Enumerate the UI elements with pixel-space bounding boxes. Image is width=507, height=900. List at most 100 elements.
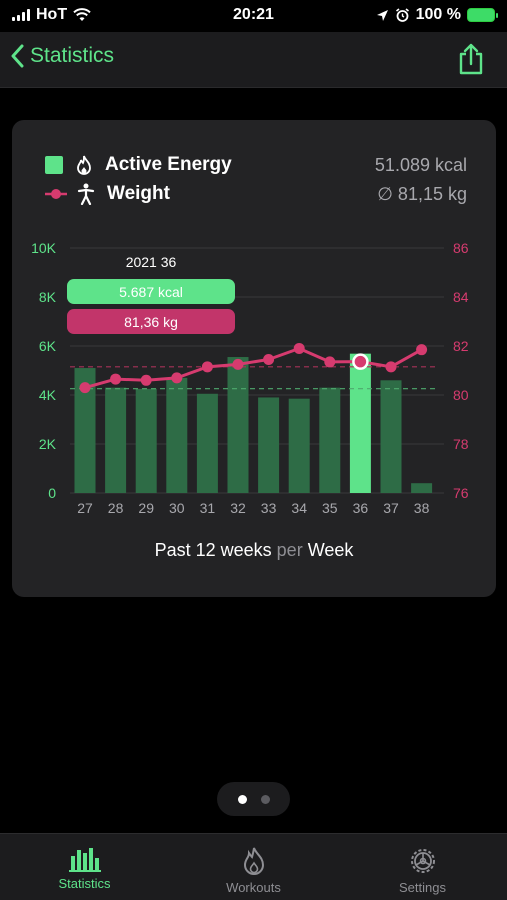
weight-point <box>416 344 428 356</box>
signal-icon <box>12 9 30 21</box>
legend-energy: Active Energy 51.089 kcal <box>45 153 467 177</box>
bar <box>411 483 433 493</box>
share-button[interactable] <box>457 42 485 81</box>
x-tick-label: 29 <box>138 500 154 516</box>
tooltip-header: 2021 36 <box>126 254 177 270</box>
left-tick-label: 6K <box>39 338 57 354</box>
page-indicator <box>217 782 290 816</box>
statistics-card: Active Energy 51.089 kcal Weight ∅ 81,15… <box>12 120 496 597</box>
battery-percent: 100 % <box>415 6 461 23</box>
flame-icon <box>73 154 95 176</box>
chart[interactable]: 0 2K 4K 6K 8K 10K 76 78 80 82 84 86 27 28 29 30 31 32 33 34… <box>12 120 496 530</box>
gear-icon <box>410 849 435 873</box>
chevron-left-icon <box>11 44 24 68</box>
left-tick-label: 4K <box>39 387 57 403</box>
tooltip-weight-pill <box>67 309 235 334</box>
weight-point <box>79 382 91 394</box>
tab-settings[interactable]: Settings <box>338 834 507 900</box>
weight-point <box>232 358 244 370</box>
range-label: Past 12 weeks <box>154 540 272 560</box>
page-dot-2[interactable] <box>260 794 270 804</box>
back-button[interactable]: Statistics <box>10 44 114 68</box>
location-icon <box>376 9 388 21</box>
tab-bar: Statistics Workouts Settings <box>0 833 507 900</box>
unit-label: Week <box>307 540 354 560</box>
weight-point-selected <box>352 353 369 370</box>
left-tick-label: 10K <box>31 240 57 256</box>
nav-bar: Statistics <box>0 32 507 88</box>
weight-point <box>263 353 275 365</box>
chart-footer: Past 12 weeks per Week <box>12 540 496 561</box>
x-tick-label: 27 <box>77 500 93 516</box>
bar <box>258 397 280 493</box>
bar <box>288 398 310 493</box>
tab-settings-label: Settings <box>399 880 446 895</box>
bar <box>196 393 218 493</box>
right-tick-label: 80 <box>453 387 469 403</box>
right-tick-label: 84 <box>453 289 469 305</box>
bar <box>380 380 402 493</box>
x-tick-label: 36 <box>353 500 369 516</box>
bar-selected <box>349 353 371 493</box>
bar-chart-icon <box>68 848 101 872</box>
bar <box>105 387 127 493</box>
x-tick-label: 38 <box>414 500 430 516</box>
battery-icon <box>467 8 498 22</box>
weight-point <box>171 372 183 384</box>
bar <box>319 387 341 493</box>
x-tick-label: 32 <box>230 500 246 516</box>
x-tick-label: 31 <box>200 500 216 516</box>
back-label: Statistics <box>30 44 115 67</box>
status-left: HoT <box>12 6 91 24</box>
energy-total: 51.089 kcal <box>374 154 467 175</box>
person-icon <box>75 183 97 205</box>
tooltip-energy-value: 5.687 kcal <box>119 284 183 300</box>
x-tick-label: 34 <box>291 500 307 516</box>
tooltip-weight-value: 81,36 kg <box>124 314 178 330</box>
status-time: 20:21 <box>233 6 274 23</box>
right-tick-label: 86 <box>453 240 469 256</box>
weight-point <box>385 361 397 373</box>
weight-line <box>84 346 423 390</box>
weight-average: ∅ 81,15 kg <box>377 183 467 204</box>
legend-weight: Weight ∅ 81,15 kg <box>45 182 467 206</box>
x-tick-label: 30 <box>169 500 185 516</box>
bar <box>227 357 249 493</box>
alarm-icon <box>395 7 409 22</box>
wifi-icon <box>73 8 91 21</box>
carrier-label: HoT <box>36 6 68 23</box>
energy-swatch <box>45 156 63 174</box>
right-tick-label: 82 <box>453 338 469 354</box>
x-tick-label: 35 <box>322 500 338 516</box>
weight-point <box>293 342 305 354</box>
x-tick-label: 33 <box>261 500 277 516</box>
status-bar: HoT 20:21 100 % <box>0 0 507 32</box>
x-tick-label: 28 <box>108 500 124 516</box>
x-tick-label: 37 <box>383 500 399 516</box>
left-tick-label: 0 <box>48 485 56 501</box>
tab-statistics[interactable]: Statistics <box>0 834 169 900</box>
right-tick-label: 76 <box>453 485 469 501</box>
left-tick-label: 8K <box>39 289 57 305</box>
weight-point <box>110 373 122 385</box>
tab-workouts[interactable]: Workouts <box>169 834 338 900</box>
flame-icon <box>243 847 264 875</box>
energy-label: Active Energy <box>105 154 232 175</box>
weight-line-swatch <box>45 189 67 199</box>
bar <box>74 368 96 493</box>
bar <box>135 388 157 493</box>
share-icon <box>459 43 483 75</box>
bar <box>166 377 188 493</box>
status-right: 100 % <box>376 6 498 24</box>
weight-point <box>201 361 213 373</box>
weight-label: Weight <box>107 183 170 204</box>
page-dot-1[interactable] <box>237 794 247 804</box>
weight-point <box>324 356 336 368</box>
left-tick-label: 2K <box>39 436 57 452</box>
tab-statistics-label: Statistics <box>58 876 111 891</box>
tooltip-energy-pill <box>67 279 235 304</box>
tab-workouts-label: Workouts <box>226 880 281 895</box>
per-label: per <box>276 540 303 560</box>
right-tick-label: 78 <box>453 436 469 452</box>
weight-point <box>140 374 152 386</box>
